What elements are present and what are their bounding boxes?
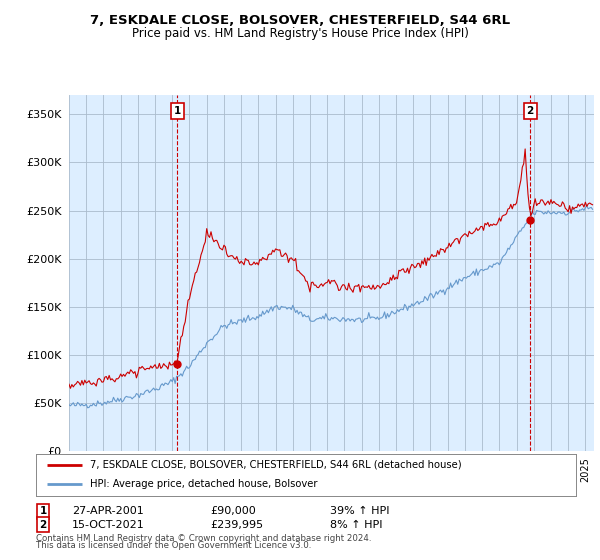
Text: Contains HM Land Registry data © Crown copyright and database right 2024.: Contains HM Land Registry data © Crown c… xyxy=(36,534,371,543)
Text: This data is licensed under the Open Government Licence v3.0.: This data is licensed under the Open Gov… xyxy=(36,542,311,550)
Text: HPI: Average price, detached house, Bolsover: HPI: Average price, detached house, Bols… xyxy=(90,479,317,489)
Text: 1: 1 xyxy=(174,106,181,116)
Text: £90,000: £90,000 xyxy=(210,506,256,516)
Text: 1: 1 xyxy=(40,506,47,516)
Text: 27-APR-2001: 27-APR-2001 xyxy=(72,506,144,516)
Text: 7, ESKDALE CLOSE, BOLSOVER, CHESTERFIELD, S44 6RL (detached house): 7, ESKDALE CLOSE, BOLSOVER, CHESTERFIELD… xyxy=(90,460,461,470)
Text: 7, ESKDALE CLOSE, BOLSOVER, CHESTERFIELD, S44 6RL: 7, ESKDALE CLOSE, BOLSOVER, CHESTERFIELD… xyxy=(90,14,510,27)
Text: 15-OCT-2021: 15-OCT-2021 xyxy=(72,520,145,530)
Text: Price paid vs. HM Land Registry's House Price Index (HPI): Price paid vs. HM Land Registry's House … xyxy=(131,27,469,40)
Text: £239,995: £239,995 xyxy=(210,520,263,530)
Text: 39% ↑ HPI: 39% ↑ HPI xyxy=(330,506,389,516)
Text: 2: 2 xyxy=(527,106,534,116)
Text: 2: 2 xyxy=(40,520,47,530)
Text: 8% ↑ HPI: 8% ↑ HPI xyxy=(330,520,383,530)
